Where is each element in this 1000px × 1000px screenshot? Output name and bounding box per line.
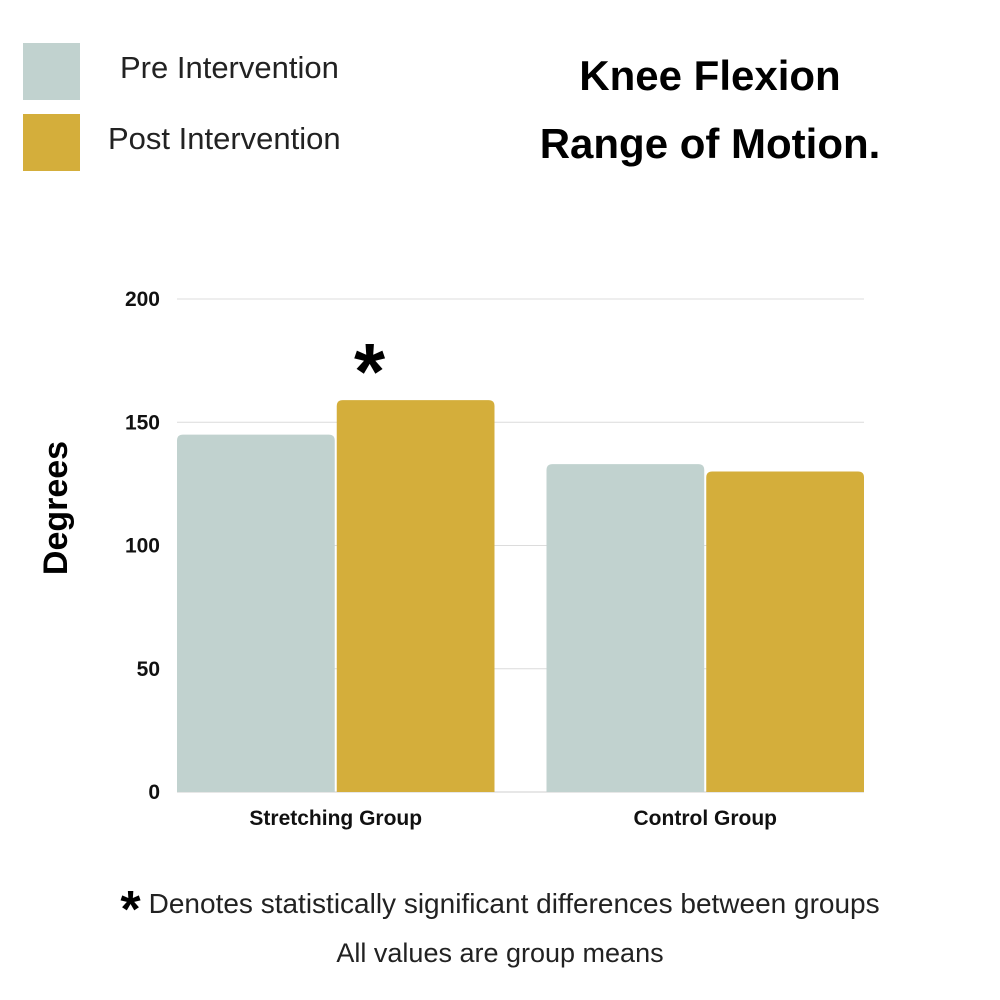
x-tick-label: Stretching Group — [249, 807, 422, 830]
bar-pre-intervention-control-group — [546, 464, 705, 792]
legend-swatch-post — [23, 114, 80, 171]
bar-post-intervention-control-group — [706, 471, 864, 792]
significance-asterisk: * — [354, 327, 386, 416]
annotations: * — [354, 327, 386, 416]
x-tick-labels: Stretching Group Control Group — [249, 807, 777, 830]
legend-label-pre: Pre Intervention — [120, 50, 339, 85]
bar-pre-intervention-stretching-group — [177, 434, 335, 792]
y-axis-label: Degrees — [37, 441, 75, 575]
y-tick-label: 0 — [148, 781, 160, 804]
y-tick-label: 100 — [125, 535, 160, 558]
chart-title-line-1: Knee Flexion — [579, 52, 841, 99]
asterisk-icon: * — [120, 881, 141, 939]
y-tick-labels: 0 50 100 150 200 — [125, 288, 160, 804]
bars — [177, 400, 864, 792]
means-footnote: All values are group means — [336, 938, 664, 968]
legend-swatch-pre — [23, 43, 80, 100]
legend-label-post: Post Intervention — [108, 121, 341, 156]
bar-post-intervention-stretching-group — [336, 400, 495, 792]
chart-title-line-2: Range of Motion. — [539, 120, 881, 167]
x-tick-label: Control Group — [634, 807, 777, 830]
significance-footnote: * Denotes statistically significant diffe… — [0, 880, 1000, 940]
y-tick-label: 150 — [125, 411, 160, 434]
bar-chart: 0 50 100 150 200 Stretching Group Control Gro… — [37, 288, 864, 830]
y-tick-label: 50 — [137, 658, 160, 681]
y-tick-label: 200 — [125, 288, 160, 311]
significance-text: Denotes statistically significant differ… — [148, 888, 880, 919]
